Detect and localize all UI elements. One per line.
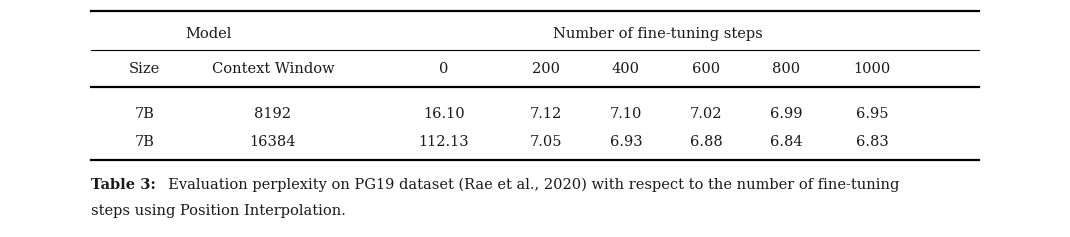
Text: 7B: 7B	[135, 135, 154, 149]
Text: Table 3:: Table 3:	[91, 178, 156, 192]
Text: Model: Model	[185, 27, 232, 41]
Text: 6.88: 6.88	[690, 135, 722, 149]
Text: steps using Position Interpolation.: steps using Position Interpolation.	[91, 204, 346, 218]
Text: 1000: 1000	[854, 62, 890, 76]
Text: Size: Size	[128, 62, 160, 76]
Text: Context Window: Context Window	[212, 62, 334, 76]
Text: 7.10: 7.10	[610, 107, 642, 121]
Text: 6.84: 6.84	[770, 135, 802, 149]
Text: 6.95: 6.95	[856, 107, 888, 121]
Text: Evaluation perplexity on PG19 dataset (Rae et al., 2020) with respect to the num: Evaluation perplexity on PG19 dataset (R…	[159, 178, 900, 192]
Text: 7.02: 7.02	[690, 107, 722, 121]
Text: 0: 0	[440, 62, 448, 76]
Text: 6.83: 6.83	[856, 135, 888, 149]
Text: 112.13: 112.13	[418, 135, 470, 149]
Text: 16384: 16384	[249, 135, 296, 149]
Text: 16.10: 16.10	[424, 107, 464, 121]
Text: 400: 400	[612, 62, 640, 76]
Text: 6.93: 6.93	[610, 135, 642, 149]
Text: 7.12: 7.12	[530, 107, 562, 121]
Text: Number of fine-tuning steps: Number of fine-tuning steps	[553, 27, 763, 41]
Text: 7.05: 7.05	[530, 135, 562, 149]
Text: 200: 200	[532, 62, 560, 76]
Text: 800: 800	[773, 62, 800, 76]
Text: 6.99: 6.99	[770, 107, 802, 121]
Text: 8192: 8192	[255, 107, 291, 121]
Text: 600: 600	[692, 62, 720, 76]
Text: 7B: 7B	[135, 107, 154, 121]
